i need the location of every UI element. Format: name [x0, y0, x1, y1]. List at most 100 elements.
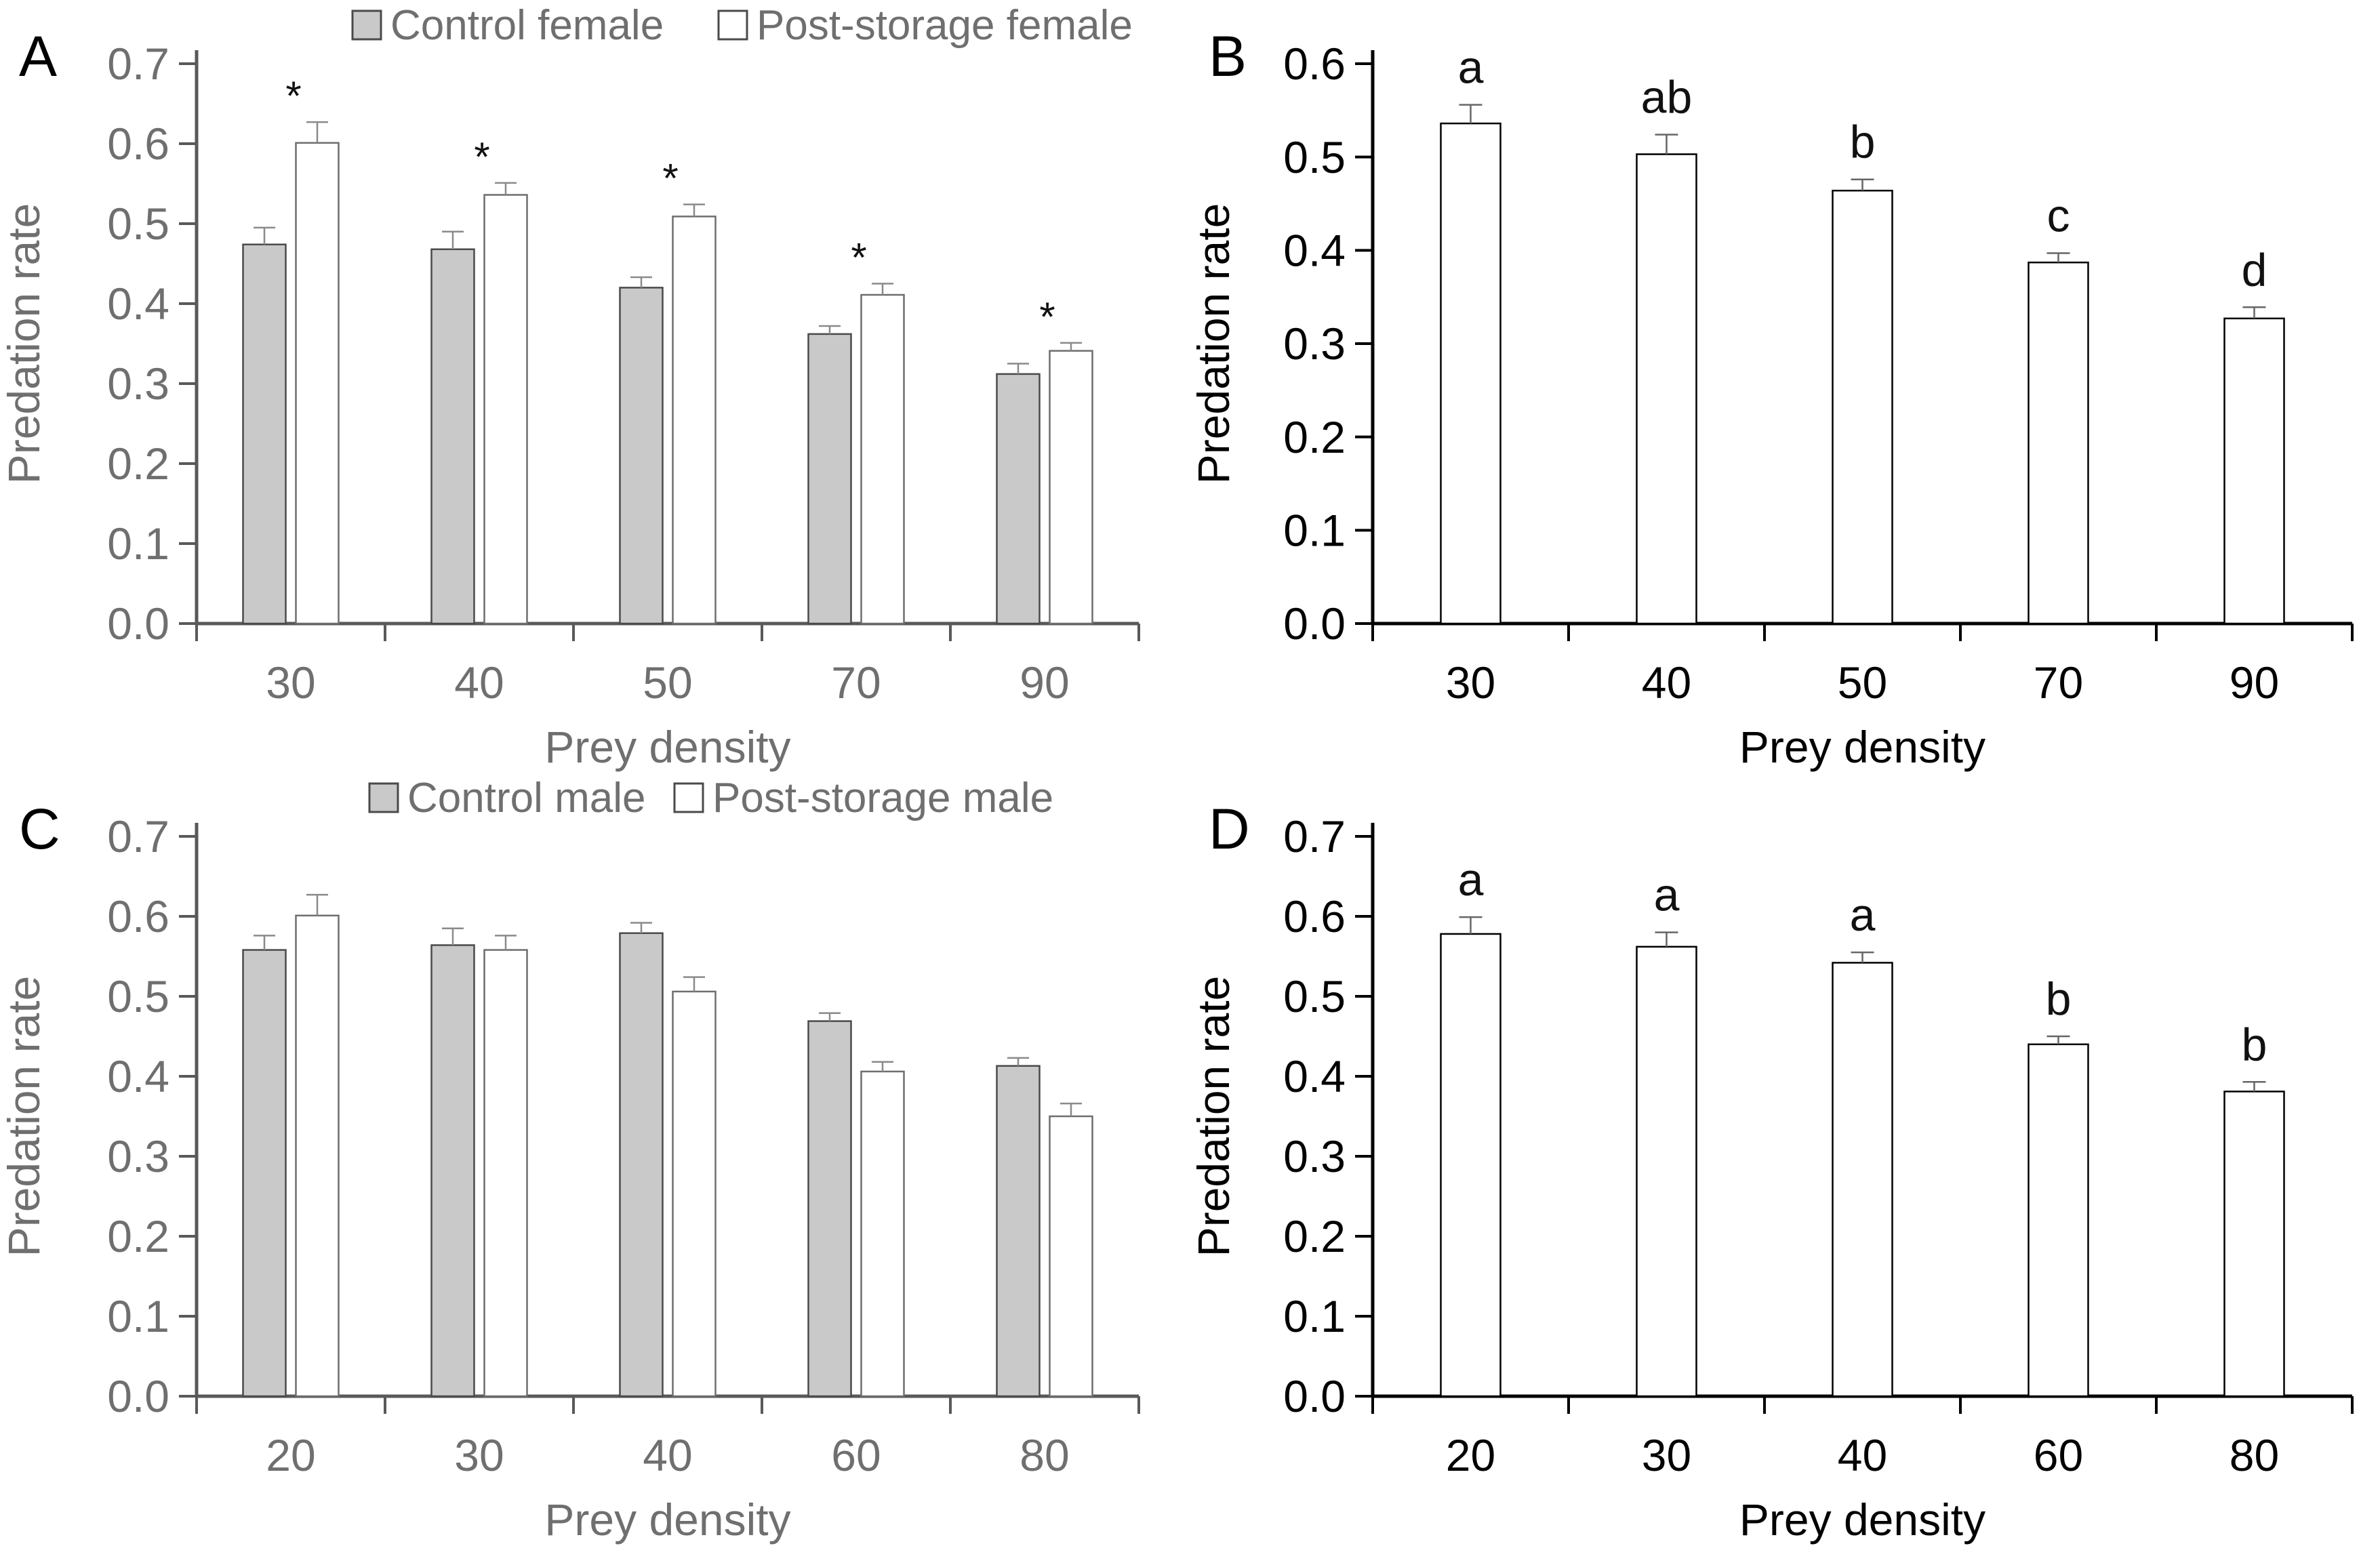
x-category-label: 30 — [454, 1430, 504, 1480]
bar-c-control-male-40 — [619, 932, 664, 1398]
panel-b: B 0.0 0.1 0.2 0.3 0.4 0.5 0.6 30 40 50 70 90 Prey den… — [1190, 0, 2380, 773]
y-tick-label: 0.0 — [1283, 598, 1346, 649]
x-category-label: 40 — [454, 657, 504, 708]
x-category-label: 20 — [1446, 1430, 1495, 1480]
legend-label: Control female — [390, 2, 664, 49]
y-tick-label: 0.5 — [1283, 971, 1346, 1021]
x-axis-title: Prey density — [544, 722, 790, 772]
y-tick-label: 0.2 — [1283, 412, 1346, 462]
y-tick-label: 0.2 — [107, 1211, 169, 1261]
bar-b-post-storage-female-90 — [2223, 317, 2285, 625]
bar-c-post-storage-male-60 — [860, 1070, 905, 1398]
x-category-label: 90 — [1020, 657, 1069, 708]
y-tick-label: 0.3 — [107, 1131, 169, 1181]
sig-letter: a — [1654, 870, 1680, 921]
bar-b-post-storage-female-40 — [1636, 153, 1697, 625]
x-category-label: 20 — [266, 1430, 315, 1480]
y-tick-label: 0.3 — [107, 359, 169, 409]
panel-letter-b: B — [1209, 24, 1247, 88]
legend-marker-post-storage — [717, 9, 748, 41]
sig-letter: b — [2242, 1019, 2267, 1070]
bar-b-post-storage-female-70 — [2028, 261, 2089, 625]
x-axis-title: Prey density — [1739, 722, 1985, 772]
bar-c-post-storage-male-40 — [672, 990, 717, 1398]
sig-letter: d — [2242, 244, 2267, 296]
y-tick-label: 0.3 — [1283, 1131, 1346, 1181]
bar-c-post-storage-male-30 — [483, 949, 528, 1398]
y-tick-label: 0.5 — [107, 971, 169, 1021]
sig-letter: b — [2046, 973, 2072, 1025]
y-axis-title: Predation rate — [0, 203, 49, 485]
sig-letter: a — [1458, 42, 1484, 94]
bar-a-post-storage-female-90 — [1049, 350, 1093, 625]
x-axis-title: Prey density — [1739, 1494, 1985, 1545]
bar-c-control-male-20 — [242, 949, 287, 1398]
y-tick-label: 0.6 — [1283, 39, 1346, 89]
y-tick-label: 0.5 — [107, 199, 169, 249]
y-axis-title: Predation rate — [1190, 203, 1238, 485]
x-category-label: 30 — [1446, 657, 1495, 708]
panel-d-chart: D 0.0 0.1 0.2 0.3 0.4 0.5 0.6 0.7 20 30 40 60 80 Prey … — [1190, 797, 2354, 1545]
x-category-label: 60 — [2034, 1430, 2083, 1480]
sig-asterisk: * — [474, 134, 489, 180]
panel-b-chart: B 0.0 0.1 0.2 0.3 0.4 0.5 0.6 30 40 50 70 90 Prey den… — [1190, 24, 2354, 772]
y-tick-label: 0.0 — [1283, 1371, 1346, 1421]
panel-letter-c: C — [19, 797, 60, 861]
y-tick-label: 0.5 — [1283, 132, 1346, 182]
panel-letter-d: D — [1209, 797, 1250, 861]
bar-d-post-storage-male-20 — [1440, 933, 1501, 1398]
y-tick-label: 0.4 — [1283, 1051, 1346, 1101]
y-tick-label: 0.6 — [107, 119, 169, 169]
bar-a-post-storage-female-40 — [483, 194, 528, 625]
sig-letter: b — [1850, 117, 1876, 168]
bar-d-post-storage-male-30 — [1636, 945, 1697, 1398]
y-tick-label: 0.4 — [1283, 225, 1346, 275]
sig-letter: a — [1458, 854, 1484, 906]
bar-b-post-storage-female-30 — [1440, 122, 1501, 625]
y-tick-label: 0.6 — [107, 891, 169, 941]
bar-d-post-storage-male-40 — [1832, 962, 1893, 1398]
y-tick-label: 0.0 — [107, 1371, 169, 1421]
x-category-label: 90 — [2230, 657, 2279, 708]
x-category-label: 30 — [266, 657, 315, 708]
legend-marker-control — [351, 9, 382, 41]
x-category-label: 60 — [831, 1430, 881, 1480]
bar-c-post-storage-male-80 — [1049, 1115, 1093, 1398]
sig-asterisk: * — [851, 235, 866, 281]
bar-a-post-storage-female-50 — [672, 216, 717, 625]
x-category-label: 50 — [1838, 657, 1887, 708]
x-axis-title: Prey density — [544, 1494, 790, 1545]
y-axis-title: Predation rate — [0, 976, 49, 1257]
panel-letter-a: A — [19, 24, 57, 88]
legend-marker-post-storage — [673, 782, 704, 813]
bar-a-post-storage-female-30 — [295, 142, 340, 625]
y-tick-label: 0.1 — [1283, 505, 1346, 555]
y-tick-label: 0.2 — [107, 439, 169, 489]
legend-label: Post-storage male — [712, 775, 1053, 821]
x-category-label: 40 — [1642, 657, 1691, 708]
y-tick-label: 0.4 — [107, 1051, 169, 1101]
sig-letter: c — [2047, 190, 2070, 241]
sig-asterisk: * — [285, 73, 301, 119]
bar-c-control-male-80 — [996, 1065, 1041, 1398]
y-tick-label: 0.7 — [107, 39, 169, 89]
panel-a-chart: A 0.0 0.1 0.2 0.3 0.4 0.5 0.6 0.7 30 40 50 70 90 Prey … — [0, 2, 1140, 772]
bar-a-control-female-70 — [807, 333, 852, 625]
sig-letter: a — [1850, 889, 1876, 941]
bar-d-post-storage-male-60 — [2028, 1043, 2089, 1398]
bar-c-post-storage-male-20 — [295, 914, 340, 1398]
x-category-label: 80 — [2230, 1430, 2279, 1480]
y-tick-label: 0.3 — [1283, 319, 1346, 369]
x-category-label: 70 — [831, 657, 881, 708]
panel-c: C 0.0 0.1 0.2 0.3 0.4 0.5 0.6 0.7 20 30 40 60 80 Prey … — [0, 773, 1190, 1546]
sig-letter: ab — [1641, 72, 1693, 123]
x-category-label: 80 — [1020, 1430, 1069, 1480]
bar-a-control-female-50 — [619, 287, 664, 625]
bar-d-post-storage-male-80 — [2223, 1091, 2285, 1398]
x-category-label: 40 — [1838, 1430, 1887, 1480]
bar-a-post-storage-female-70 — [860, 293, 905, 625]
bar-a-control-female-40 — [430, 248, 475, 625]
sig-asterisk: * — [1039, 294, 1055, 340]
y-tick-label: 0.0 — [107, 598, 169, 649]
